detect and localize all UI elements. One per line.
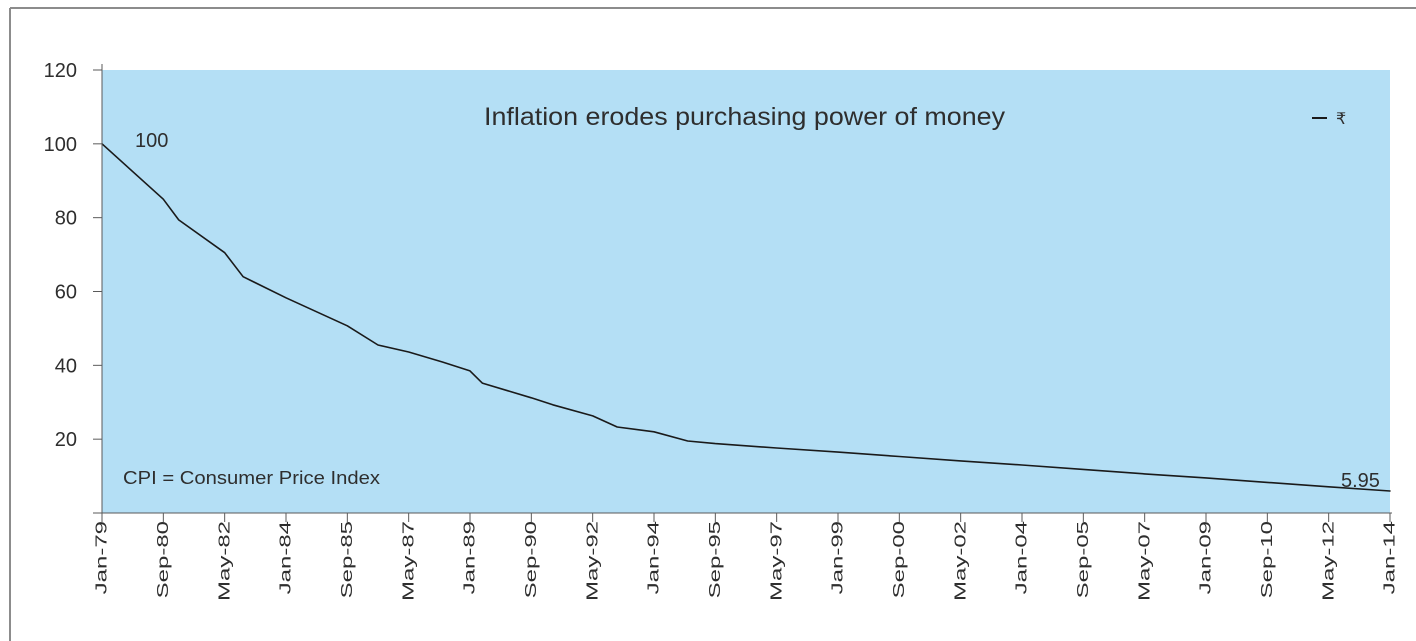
plot-area bbox=[102, 70, 1390, 513]
start-value-label: 100 bbox=[135, 130, 168, 152]
x-tick-label: Sep-80 bbox=[155, 521, 172, 598]
y-tick-label: 80 bbox=[55, 208, 77, 230]
x-tick-label: Jan-14 bbox=[1381, 521, 1398, 594]
x-tick-label: Sep-90 bbox=[523, 521, 540, 598]
x-tick-label: Jan-84 bbox=[277, 521, 294, 594]
x-tick-label: May-02 bbox=[952, 521, 969, 601]
x-tick-label: Jan-99 bbox=[829, 521, 846, 594]
y-tick-label: 60 bbox=[55, 282, 77, 304]
x-tick-label: Sep-85 bbox=[339, 521, 356, 598]
x-tick-label: May-82 bbox=[216, 521, 233, 601]
x-tick-label: May-92 bbox=[584, 521, 601, 601]
x-tick-label: Jan-89 bbox=[461, 521, 478, 594]
x-axis-ticks: Jan-79 Sep-80 May-82 Jan-84 Sep-85 May-87 Jan-… bbox=[93, 513, 1399, 601]
x-tick-label: Sep-95 bbox=[707, 521, 724, 598]
x-tick-label: Jan-79 bbox=[93, 521, 110, 594]
end-value-label: 5.95 bbox=[1341, 470, 1380, 492]
y-tick-label: 40 bbox=[55, 355, 77, 377]
x-tick-label: Sep-05 bbox=[1075, 521, 1092, 598]
x-tick-label: May-12 bbox=[1320, 521, 1337, 601]
x-tick-label: May-87 bbox=[400, 521, 417, 601]
x-tick-label: Sep-00 bbox=[891, 521, 908, 598]
y-axis-ticks: 20 40 60 80 100 120 bbox=[44, 60, 102, 451]
legend: ₹ bbox=[1312, 109, 1346, 128]
x-tick-label: May-97 bbox=[768, 521, 785, 601]
x-tick-label: Sep-10 bbox=[1259, 521, 1276, 598]
x-tick-label: Jan-09 bbox=[1197, 521, 1214, 594]
series-group bbox=[101, 143, 1391, 492]
x-tick-label: May-07 bbox=[1136, 521, 1153, 601]
y-tick-label: 20 bbox=[55, 429, 77, 451]
y-tick-label: 100 bbox=[44, 134, 77, 156]
series-line bbox=[101, 143, 1391, 492]
y-tick-label: 120 bbox=[44, 60, 77, 82]
x-tick-label: Jan-94 bbox=[645, 521, 662, 594]
x-tick-label: Jan-04 bbox=[1013, 521, 1030, 594]
legend-label: ₹ bbox=[1336, 109, 1346, 128]
cpi-note: CPI = Consumer Price Index bbox=[123, 468, 380, 488]
chart-title: Inflation erodes purchasing power of mon… bbox=[484, 103, 1006, 131]
